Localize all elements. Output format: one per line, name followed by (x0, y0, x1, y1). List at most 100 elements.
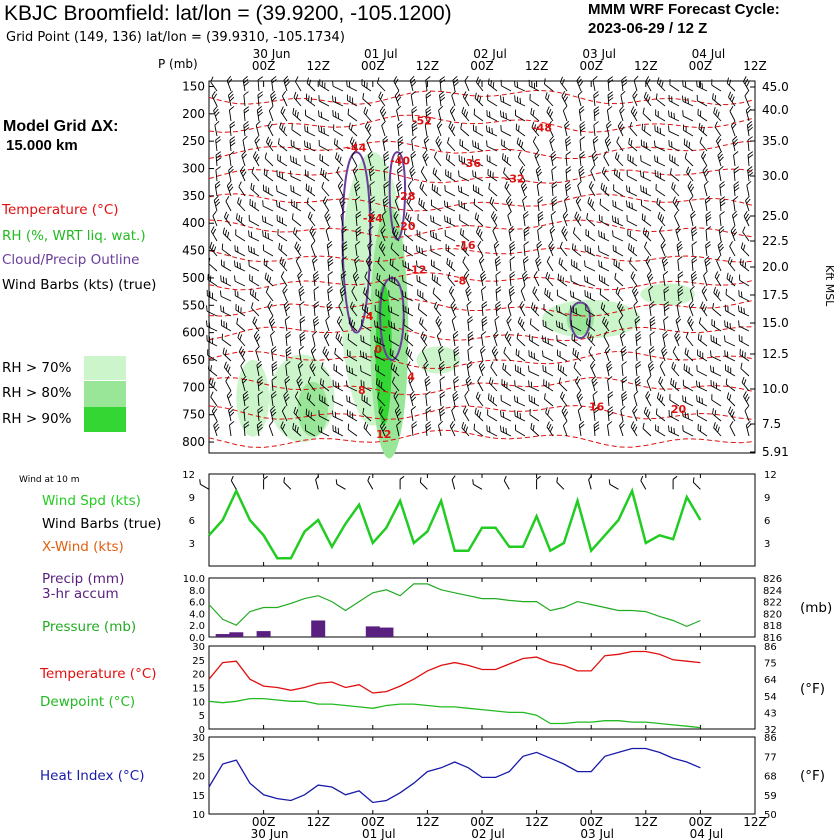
wind-barb-flag (370, 199, 376, 204)
wind-barb-flag (409, 216, 412, 223)
wind-barb-staff (446, 158, 456, 167)
pressure-tick-label: 550 (182, 298, 205, 312)
wind-barb-flag (394, 195, 400, 201)
wind-barb-flag (336, 140, 338, 147)
wind-barb-flag (421, 345, 426, 352)
wind-barb (234, 289, 246, 302)
wind-barb-flag (355, 196, 361, 201)
wind-barb-staff (332, 415, 344, 422)
wind-barb (411, 136, 417, 152)
wind-barb-flag (464, 93, 468, 100)
wind-barb-staff (438, 110, 442, 122)
wind-barb-staff (211, 95, 218, 107)
wind-barb-flag (285, 331, 291, 336)
wind-barb-staff (382, 140, 386, 152)
wind-barb (299, 331, 306, 347)
wind-barb (503, 346, 512, 362)
wind-barb (309, 361, 316, 377)
wind-barb (243, 406, 249, 422)
wind-barb-flag (480, 348, 486, 354)
wind-barb-flag (378, 241, 383, 247)
wind-barb-flag (327, 243, 333, 249)
wind-barb (546, 106, 554, 122)
wind-barb (438, 420, 443, 437)
wind-barb-staff (501, 144, 512, 152)
wind-barb (297, 270, 303, 287)
wind-barb-flag (214, 108, 219, 114)
wind-barb-flag (509, 241, 515, 246)
wind-barb-staff (502, 368, 512, 377)
wind-barb-flag (252, 151, 257, 157)
wind-barb-staff (268, 110, 274, 122)
wind-barb-flag (544, 393, 546, 400)
wind-barb-flag (388, 290, 390, 297)
cloud-outline (341, 151, 372, 334)
height-tick-label: 40.0 (762, 103, 789, 117)
wind-barb-flag (447, 170, 449, 177)
wind-barb-flag (550, 211, 556, 216)
wind-barb-flag (354, 180, 360, 186)
wind-barb-flag (533, 270, 538, 277)
wind-barb-flag (544, 336, 547, 343)
wind-barb-flag (527, 365, 530, 372)
date-label-top: 04 Jul (692, 47, 726, 61)
wind-barb-flag (453, 346, 459, 351)
wind-barb-flag (500, 410, 502, 417)
wind-barb-flag (319, 79, 321, 86)
wind-barb-staff (577, 95, 582, 107)
wind-barb-staff (419, 322, 428, 332)
wind-barb-staff (263, 174, 274, 182)
wind-barb-flag (257, 379, 263, 384)
wind-barb-flag (248, 260, 250, 266)
wind-barb-staff (327, 275, 330, 287)
wind-barb-staff (466, 305, 470, 317)
wind-barb-staff (578, 110, 582, 122)
wind-barb (459, 214, 470, 227)
wind-barb-flag (561, 91, 566, 97)
wind-barb-flag (321, 181, 325, 188)
wind-barb (495, 301, 502, 317)
wind-barb (340, 210, 346, 227)
wind-barb (390, 242, 400, 257)
wind-barb-flag (474, 141, 477, 148)
model-grid-value: 15.000 km (6, 137, 78, 154)
wind-barb-flag (515, 348, 518, 355)
wind-barb-flag (225, 376, 230, 382)
wind-barb-flag (449, 105, 454, 112)
wind-barb-flag (346, 395, 348, 402)
wind-barb (549, 225, 556, 242)
wind-barb (388, 274, 400, 287)
wind-barb-flag (308, 394, 312, 401)
wind-barb (319, 378, 330, 392)
wind-barb-staff (396, 425, 400, 437)
wind-barb-flag (266, 274, 269, 281)
wind-barb-flag (296, 202, 298, 209)
wind-barb-staff (451, 410, 456, 422)
wind-barb (546, 256, 554, 272)
temperature-tick-label: 25 (192, 656, 205, 667)
wind-barb-flag (304, 424, 306, 431)
wind-barb-flag (239, 165, 245, 172)
wind-barb (444, 185, 456, 197)
wind-barb-flag (409, 390, 415, 396)
wind-barb (236, 213, 246, 227)
wind-barb-flag (352, 270, 358, 276)
wind-barb-staff (545, 97, 554, 107)
wind-barb-staff (281, 410, 288, 422)
wind-barb-flag (271, 79, 277, 84)
wind-barb (347, 333, 358, 347)
wind-barb-flag (377, 290, 380, 297)
wind-barb (355, 226, 362, 242)
wind-barb-flag (320, 167, 323, 174)
wind-barb-flag (502, 362, 505, 369)
wind-barb-flag (310, 363, 315, 370)
wind-barb (321, 362, 330, 377)
wind-barb-staff (480, 335, 484, 347)
wind-barb-flag (243, 406, 249, 411)
wind-barb (453, 346, 460, 362)
wind-barb-staff (271, 380, 274, 392)
wind-barb-flag (522, 273, 528, 279)
wind-barb (449, 105, 456, 122)
wind-barb-staff (284, 320, 288, 332)
wind-barb (501, 153, 512, 167)
